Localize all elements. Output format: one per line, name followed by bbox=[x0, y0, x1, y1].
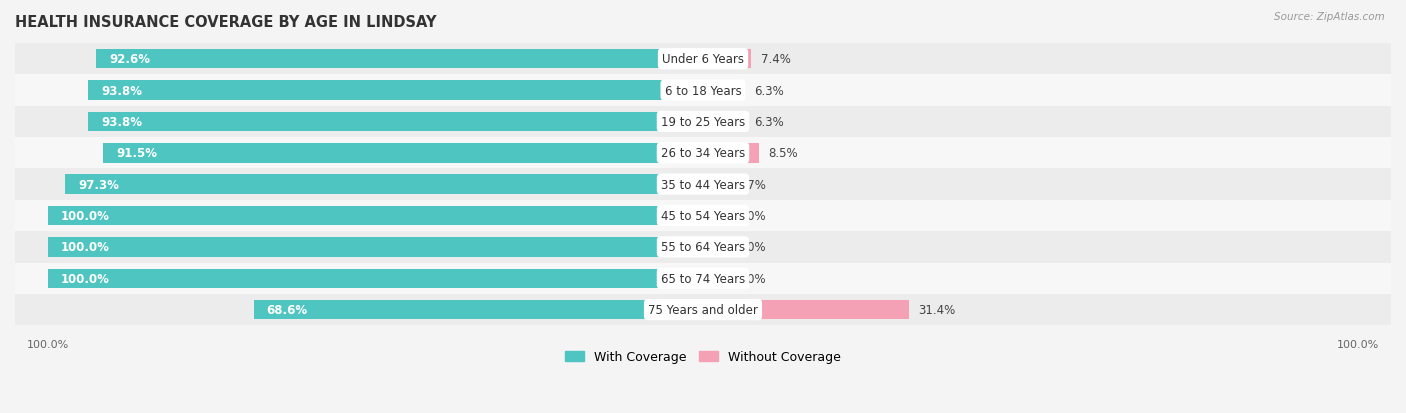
Bar bbox=[703, 206, 725, 225]
Text: 2.7%: 2.7% bbox=[735, 178, 766, 191]
Text: 55 to 64 Years: 55 to 64 Years bbox=[661, 241, 745, 254]
Text: 6.3%: 6.3% bbox=[754, 84, 785, 97]
Text: 100.0%: 100.0% bbox=[60, 209, 110, 223]
Text: 93.8%: 93.8% bbox=[101, 84, 142, 97]
Text: HEALTH INSURANCE COVERAGE BY AGE IN LINDSAY: HEALTH INSURANCE COVERAGE BY AGE IN LIND… bbox=[15, 15, 436, 30]
Bar bbox=[48, 269, 703, 288]
Bar bbox=[703, 144, 759, 163]
Bar bbox=[703, 237, 725, 257]
Text: 26 to 34 Years: 26 to 34 Years bbox=[661, 147, 745, 160]
Bar bbox=[15, 263, 1391, 294]
Bar bbox=[703, 269, 725, 288]
Bar bbox=[253, 300, 703, 320]
Bar bbox=[15, 200, 1391, 232]
Text: 6.3%: 6.3% bbox=[754, 116, 785, 128]
Bar bbox=[703, 175, 725, 195]
Bar bbox=[48, 206, 703, 225]
Text: 75 Years and older: 75 Years and older bbox=[648, 304, 758, 316]
Text: 92.6%: 92.6% bbox=[110, 53, 150, 66]
Bar bbox=[15, 44, 1391, 75]
Bar bbox=[703, 112, 744, 132]
Bar bbox=[703, 50, 751, 69]
Bar bbox=[89, 81, 703, 100]
Text: 19 to 25 Years: 19 to 25 Years bbox=[661, 116, 745, 128]
Text: 91.5%: 91.5% bbox=[117, 147, 157, 160]
Text: 0.0%: 0.0% bbox=[735, 209, 765, 223]
Text: Source: ZipAtlas.com: Source: ZipAtlas.com bbox=[1274, 12, 1385, 22]
Text: 6 to 18 Years: 6 to 18 Years bbox=[665, 84, 741, 97]
Bar bbox=[15, 232, 1391, 263]
Text: 68.6%: 68.6% bbox=[267, 304, 308, 316]
Bar bbox=[15, 138, 1391, 169]
Bar bbox=[48, 237, 703, 257]
Bar bbox=[15, 75, 1391, 107]
Bar bbox=[66, 175, 703, 195]
Text: 8.5%: 8.5% bbox=[769, 147, 799, 160]
Text: 31.4%: 31.4% bbox=[918, 304, 956, 316]
Bar bbox=[703, 81, 744, 100]
Bar bbox=[15, 107, 1391, 138]
Text: 97.3%: 97.3% bbox=[79, 178, 120, 191]
Bar bbox=[15, 294, 1391, 325]
Text: 35 to 44 Years: 35 to 44 Years bbox=[661, 178, 745, 191]
Text: 65 to 74 Years: 65 to 74 Years bbox=[661, 272, 745, 285]
Bar bbox=[96, 50, 703, 69]
Text: 0.0%: 0.0% bbox=[735, 241, 765, 254]
Bar bbox=[703, 300, 908, 320]
Bar bbox=[15, 169, 1391, 200]
Text: 100.0%: 100.0% bbox=[60, 241, 110, 254]
Text: Under 6 Years: Under 6 Years bbox=[662, 53, 744, 66]
Text: 45 to 54 Years: 45 to 54 Years bbox=[661, 209, 745, 223]
Text: 100.0%: 100.0% bbox=[60, 272, 110, 285]
Legend: With Coverage, Without Coverage: With Coverage, Without Coverage bbox=[561, 346, 845, 368]
Bar bbox=[104, 144, 703, 163]
Bar bbox=[89, 112, 703, 132]
Text: 93.8%: 93.8% bbox=[101, 116, 142, 128]
Text: 7.4%: 7.4% bbox=[761, 53, 792, 66]
Text: 0.0%: 0.0% bbox=[735, 272, 765, 285]
